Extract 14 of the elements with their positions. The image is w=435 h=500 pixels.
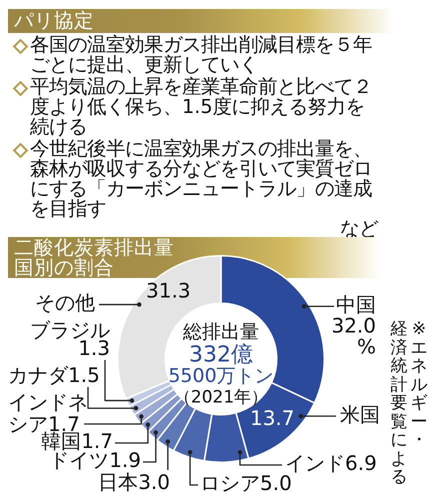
data-label: 13.7 <box>250 406 295 430</box>
slice-label: 日本3.0 <box>98 470 170 494</box>
text: 総排出量 <box>182 320 259 343</box>
text: パリ協定 <box>14 9 94 32</box>
slice-label: 米国 <box>340 402 380 426</box>
data-label: 31.3 <box>146 278 191 303</box>
text: ※エネルギー・経済統計要覧による <box>390 319 428 487</box>
text: （2021年） <box>174 387 268 408</box>
chart-title: 二酸化炭素排出量国別の割合 <box>14 236 175 279</box>
slice-label: その他 <box>35 290 95 315</box>
text: 各国の温室効果ガス排出削減目標を５年ごとに提出、更新していく <box>30 33 372 76</box>
slice-label: カナダ1.5 <box>8 363 100 388</box>
text: 平均気温の上昇を産業革命前と比べて２度より低く保ち、1.5度に抑える努力を続ける <box>30 75 372 138</box>
text: 今世紀後半に温室効果ガスの排出量を、森林が吸収する分などを引いて実質ゼロにする「カーボンニュートラル」の達成を目指す <box>30 137 372 220</box>
